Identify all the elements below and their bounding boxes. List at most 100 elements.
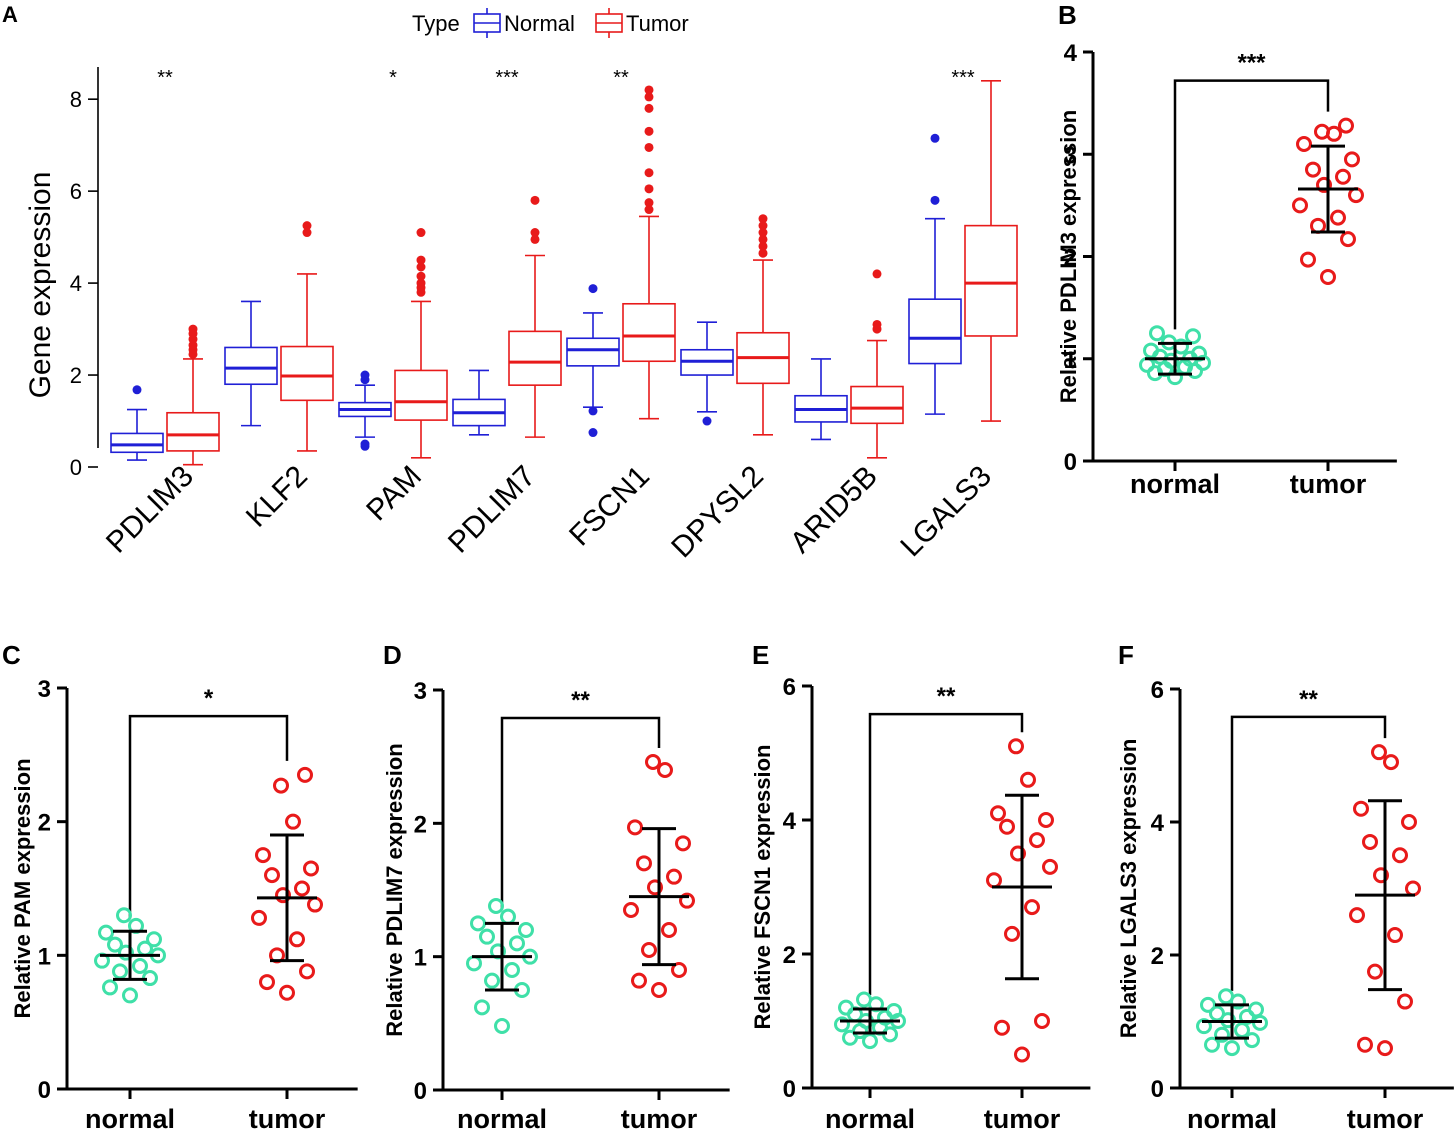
outlier-point bbox=[644, 184, 654, 194]
data-point bbox=[279, 984, 295, 1001]
data-point bbox=[675, 835, 691, 852]
outlier-point bbox=[132, 385, 142, 395]
data-point bbox=[986, 872, 1002, 889]
normal-group bbox=[94, 907, 166, 1004]
data-point bbox=[1401, 814, 1417, 830]
data-point bbox=[116, 907, 132, 924]
y-tick-label: 0 bbox=[1064, 449, 1077, 476]
y-tick-label: 3 bbox=[1064, 142, 1077, 169]
significance-bracket bbox=[1230, 715, 1387, 991]
data-point bbox=[641, 942, 657, 958]
y-axis-title: Gene expression bbox=[24, 172, 57, 399]
tumor-box bbox=[850, 269, 904, 459]
box-group-fscn1: ** FSCN1 bbox=[563, 67, 676, 553]
data-point bbox=[1143, 342, 1159, 359]
significance-label: * bbox=[389, 67, 397, 89]
outlier-point bbox=[872, 319, 882, 329]
significance-label: *** bbox=[495, 67, 519, 89]
data-point bbox=[1218, 988, 1234, 1005]
significance-bracket bbox=[868, 712, 1024, 995]
box bbox=[394, 369, 448, 421]
data-point bbox=[146, 931, 162, 948]
x-tick-label: normal bbox=[457, 1104, 547, 1134]
data-point bbox=[1204, 1036, 1220, 1053]
outlier-point bbox=[930, 195, 940, 205]
panel-label: A bbox=[2, 2, 18, 27]
data-point bbox=[1362, 833, 1378, 850]
outlier-point bbox=[530, 195, 540, 205]
data-point bbox=[1320, 268, 1336, 285]
data-point bbox=[1392, 847, 1408, 864]
data-point bbox=[1314, 123, 1330, 140]
panel-label: E bbox=[752, 640, 769, 670]
outlier-point bbox=[644, 205, 654, 215]
box bbox=[280, 345, 334, 402]
significance-label: ** bbox=[937, 683, 956, 710]
normal-box bbox=[452, 369, 506, 436]
box bbox=[508, 330, 562, 386]
tumor-box bbox=[508, 195, 562, 438]
y-tick-label: 0 bbox=[414, 1078, 427, 1105]
panel-label: F bbox=[1118, 640, 1134, 670]
outlier-point bbox=[416, 255, 426, 265]
data-point bbox=[484, 972, 500, 989]
y-tick-label: 0 bbox=[70, 455, 82, 480]
normal-group bbox=[834, 991, 906, 1050]
data-point bbox=[1305, 161, 1321, 178]
data-point bbox=[509, 935, 525, 952]
normal-box bbox=[680, 321, 734, 426]
y-tick-label: 6 bbox=[1151, 677, 1164, 704]
outlier-point bbox=[302, 228, 312, 238]
outlier-point bbox=[930, 133, 940, 143]
data-point bbox=[299, 963, 315, 980]
y-tick-label: 2 bbox=[1064, 245, 1077, 272]
outlier-point bbox=[644, 198, 654, 208]
data-point bbox=[1349, 907, 1365, 924]
box bbox=[622, 302, 676, 363]
data-point bbox=[647, 879, 663, 896]
y-tick-label: 6 bbox=[70, 179, 82, 204]
normal-group bbox=[1139, 325, 1211, 386]
outlier-point bbox=[416, 262, 426, 272]
outlier-point bbox=[588, 428, 598, 438]
x-tick-label: LGALS3 bbox=[894, 460, 998, 564]
significance-label: ** bbox=[571, 687, 590, 714]
normal-box bbox=[224, 300, 278, 427]
data-point bbox=[838, 999, 854, 1016]
tumor-group bbox=[251, 766, 323, 1001]
data-point bbox=[1296, 136, 1312, 153]
outlier-point bbox=[758, 221, 768, 231]
data-point bbox=[886, 1002, 902, 1019]
panel-label: D bbox=[383, 640, 402, 670]
y-axis-title: Relative PDLIM3 expression bbox=[1056, 110, 1081, 403]
data-point bbox=[1224, 1040, 1240, 1057]
y-tick-label: 4 bbox=[1064, 40, 1078, 67]
outlier-point bbox=[644, 126, 654, 136]
y-tick-label: 4 bbox=[70, 271, 82, 296]
data-point bbox=[1357, 1036, 1373, 1053]
x-tick-label: tumor bbox=[1347, 1104, 1424, 1134]
data-point bbox=[504, 962, 520, 978]
x-tick-label: normal bbox=[85, 1104, 175, 1134]
data-point bbox=[307, 896, 323, 913]
data-point bbox=[623, 902, 639, 918]
outlier-point bbox=[360, 370, 370, 380]
y-tick-label: 3 bbox=[38, 676, 51, 703]
significance-label: ** bbox=[613, 67, 629, 89]
panel-c: C 0 1 2 3 normal tumor Relative PAM expression * bbox=[2, 640, 358, 1134]
data-point bbox=[1338, 117, 1354, 134]
normal-box bbox=[794, 358, 848, 441]
data-point bbox=[273, 777, 289, 794]
data-point bbox=[289, 931, 305, 948]
data-point bbox=[1367, 963, 1383, 980]
data-point bbox=[1014, 1046, 1030, 1063]
data-point bbox=[470, 915, 486, 932]
data-point bbox=[651, 982, 667, 998]
data-point bbox=[1330, 209, 1346, 226]
y-tick-label: 0 bbox=[1151, 1076, 1164, 1103]
tumor-box bbox=[166, 324, 220, 466]
outlier-point bbox=[530, 228, 540, 238]
data-point bbox=[132, 958, 148, 975]
significance-label: *** bbox=[951, 67, 975, 89]
data-point bbox=[275, 887, 291, 904]
